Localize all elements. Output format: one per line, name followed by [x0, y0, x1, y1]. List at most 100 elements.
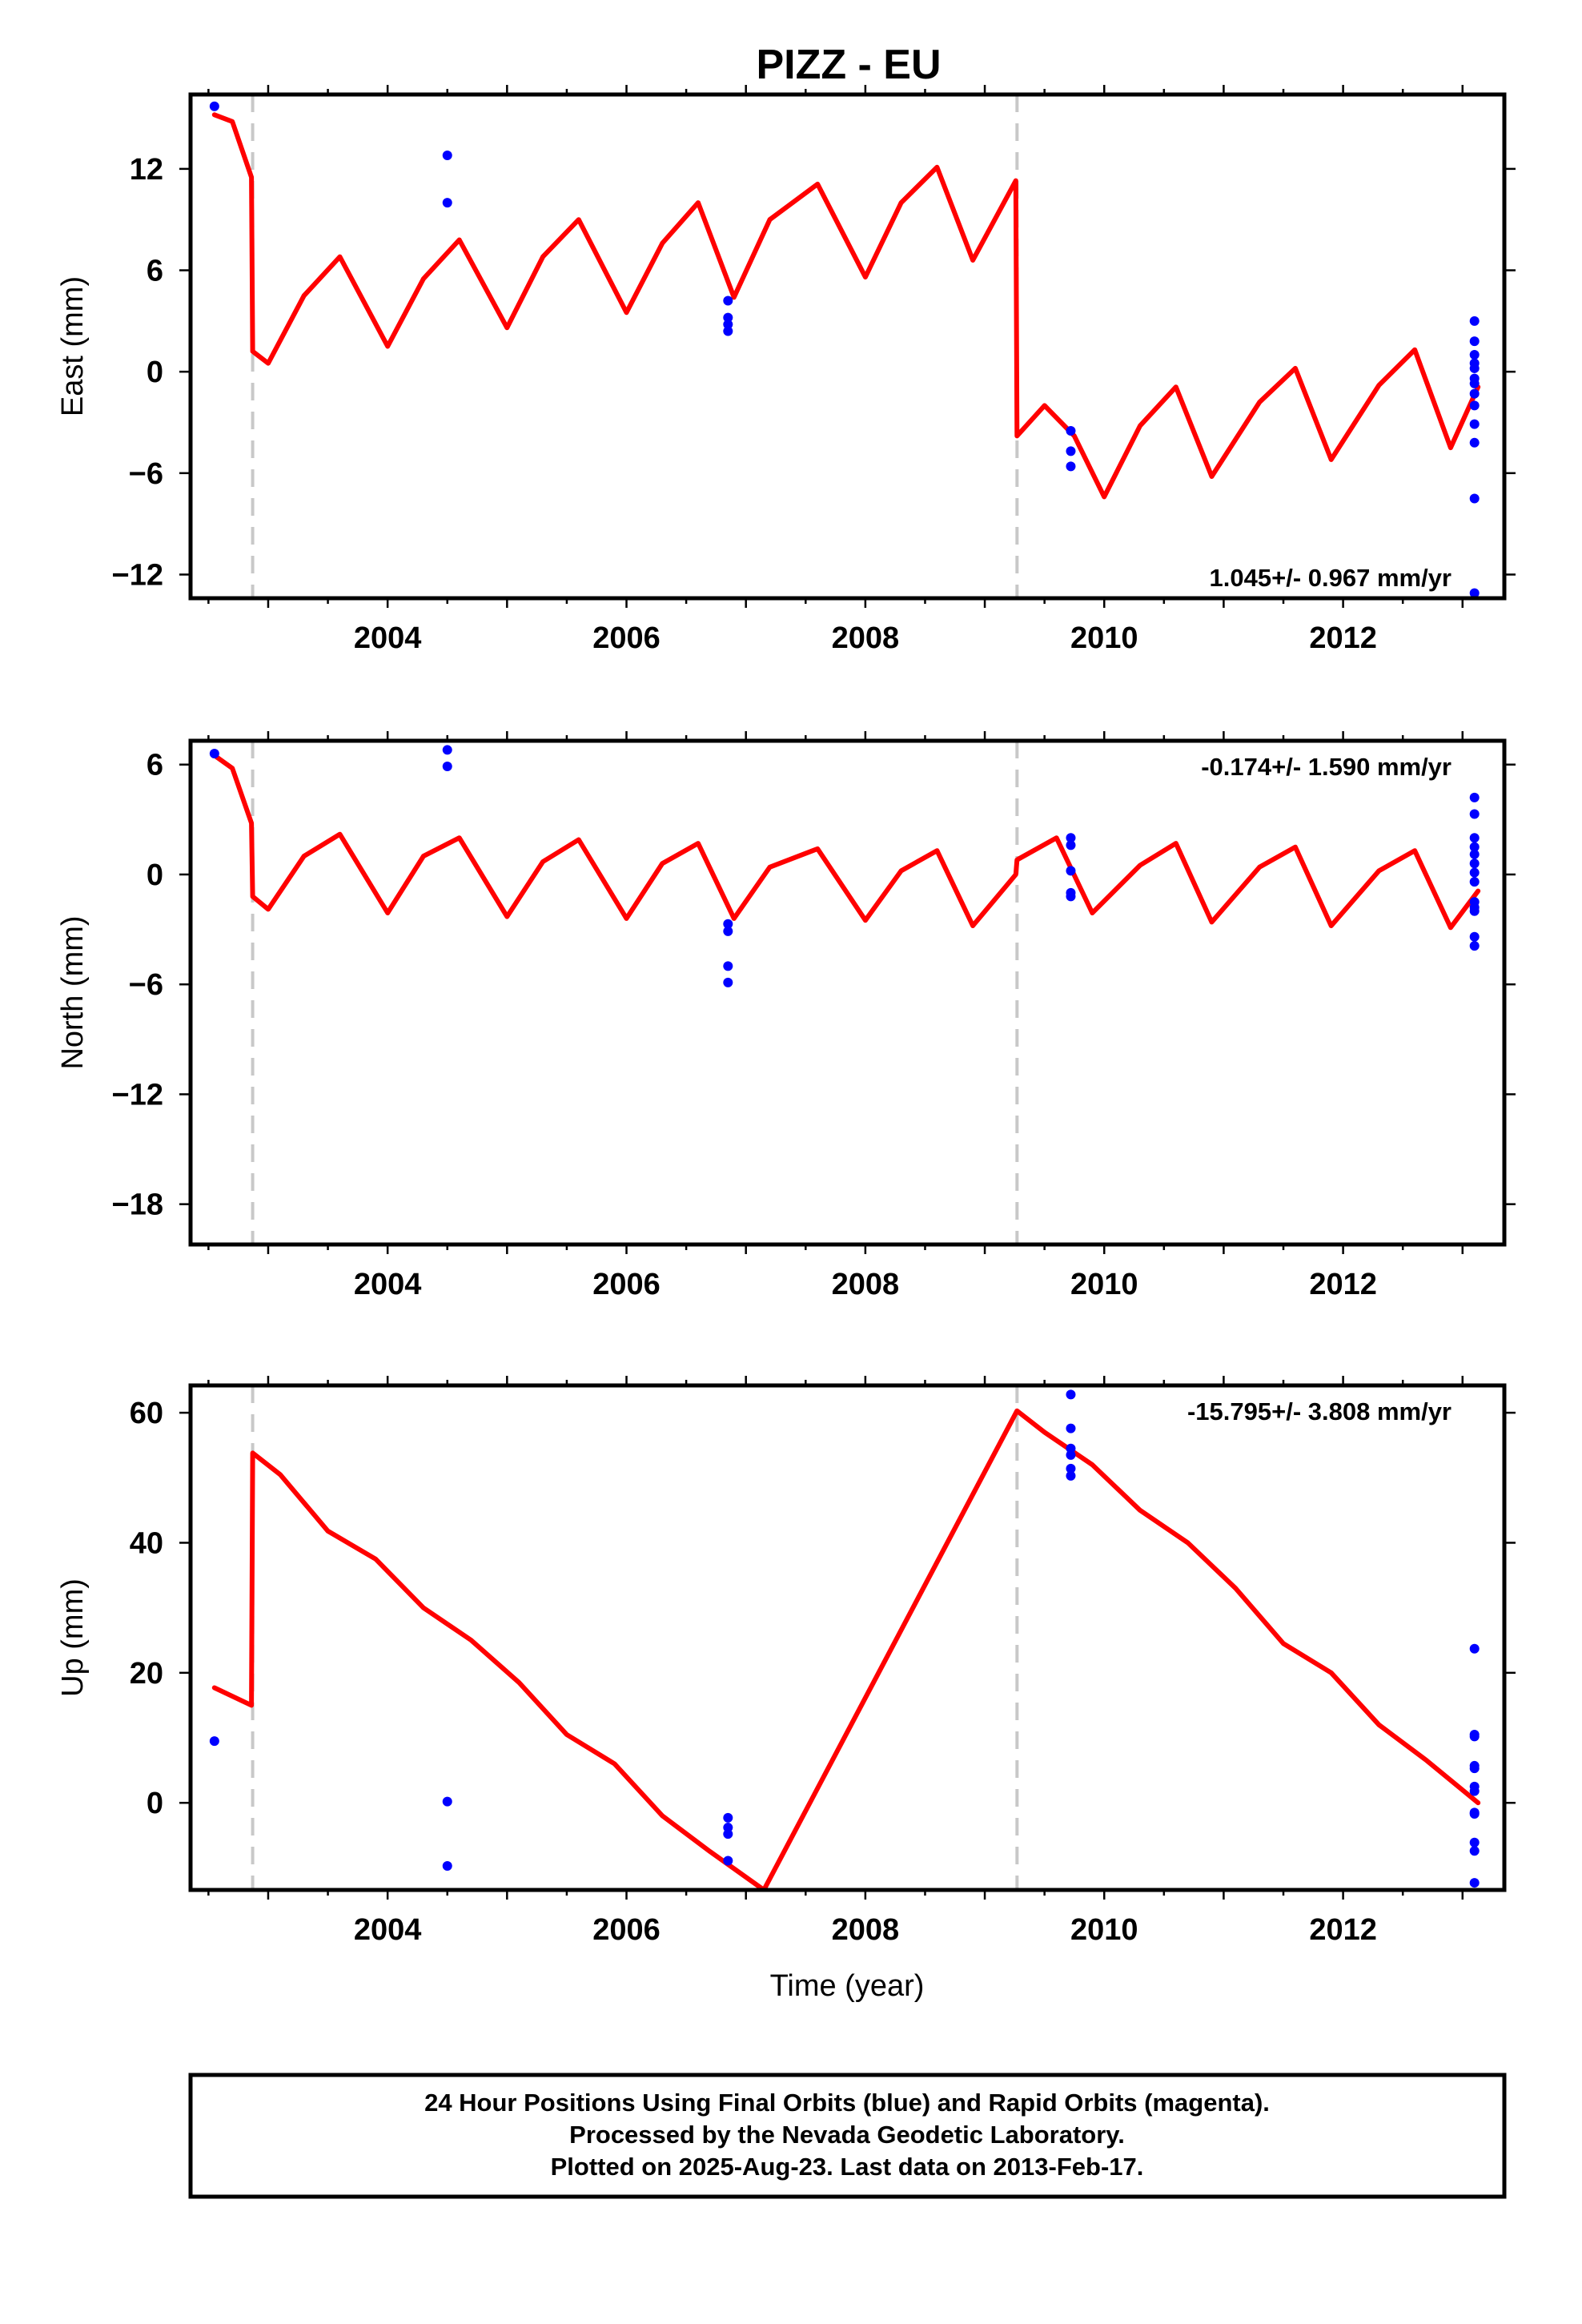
east-y-axis-label: East (mm): [56, 276, 90, 416]
up-observation-point: [723, 1856, 733, 1866]
east-observation-point: [1469, 588, 1480, 598]
east-x-tick-label: 2010: [1070, 621, 1138, 655]
north-y-tick-label: −18: [112, 1188, 163, 1222]
east-y-tick-label: 0: [147, 356, 163, 389]
up-observation-point: [1066, 1470, 1076, 1481]
east-observation-point: [1469, 437, 1480, 448]
north-model-line: [211, 753, 1481, 931]
north-x-tick-label: 2004: [354, 1268, 422, 1301]
east-observation-point: [1066, 446, 1076, 456]
north-plot-area: [209, 741, 1481, 1244]
up-plot-area: [209, 1385, 1481, 1890]
north-observation-point: [1066, 833, 1076, 843]
north-x-tick-label: 2012: [1309, 1268, 1377, 1301]
east-model-line: [211, 112, 1481, 500]
panel-east: 12 6 0 −6 −12 2004 2006 2008 2010 2012 East (mm) 1.…: [56, 85, 1516, 655]
up-x-tick-label: 2010: [1070, 1913, 1138, 1947]
north-x-tick-label: 2010: [1070, 1268, 1138, 1301]
north-observation-point: [723, 926, 733, 936]
up-observation-point: [1066, 1423, 1076, 1433]
north-observation-point: [723, 919, 733, 929]
north-observation-point: [209, 749, 219, 759]
up-x-tick-label: 2008: [832, 1913, 900, 1947]
north-x-tick-label: 2008: [832, 1268, 900, 1301]
east-frame: [188, 92, 1507, 601]
north-observation-point: [1066, 891, 1076, 902]
east-observation-point: [1469, 493, 1480, 504]
north-observation-point: [1469, 792, 1480, 802]
up-observation-point: [1066, 1449, 1076, 1460]
caption-line-2: Processed by the Nevada Geodetic Laborat…: [569, 2121, 1125, 2149]
east-observation-point: [1469, 316, 1480, 326]
panel-north: 6 0 −6 −12 −18 2004 2006 2008 2010 2012 North (mm)…: [56, 731, 1516, 1301]
up-observation-point: [1469, 1786, 1480, 1796]
north-observation-point: [1469, 877, 1480, 887]
east-observation-point: [442, 198, 452, 208]
up-frame: [188, 1383, 1507, 1892]
up-observation-point: [723, 1829, 733, 1839]
up-observation-point: [442, 1860, 452, 1871]
caption-frame: [188, 2073, 1507, 2199]
north-observation-point: [1469, 941, 1480, 951]
north-observation-point: [723, 977, 733, 987]
up-y-tick-label: 60: [130, 1397, 163, 1430]
up-observation-point: [1066, 1389, 1076, 1400]
north-rate-annotation: -0.174+/- 1.590 mm/yr: [1201, 753, 1452, 781]
up-observation-point: [1066, 1463, 1076, 1474]
caption-line-3: Plotted on 2025-Aug-23. Last data on 201…: [551, 2153, 1144, 2181]
north-observation-point: [442, 762, 452, 772]
up-model-line: [211, 1408, 1481, 1890]
north-observation-point: [1469, 858, 1480, 869]
up-observation-point: [1469, 1809, 1480, 1819]
east-observation-point: [1469, 378, 1480, 388]
east-observation-point: [723, 312, 733, 323]
east-observation-point: [1469, 419, 1480, 429]
up-observation-point: [1469, 1846, 1480, 1856]
east-observation-point: [1469, 336, 1480, 347]
north-observation-point: [1469, 906, 1480, 916]
east-rate-annotation: 1.045+/- 0.967 mm/yr: [1210, 564, 1452, 592]
north-y-axis-label: North (mm): [56, 915, 90, 1069]
up-y-tick-label: 20: [130, 1657, 163, 1691]
east-observation-point: [1066, 426, 1076, 436]
east-x-tick-label: 2004: [354, 621, 422, 655]
east-y-tick-label: 12: [130, 153, 163, 187]
north-observation-point: [1469, 849, 1480, 859]
up-observation-point: [1469, 1763, 1480, 1774]
north-observation-point: [723, 961, 733, 971]
north-observation-point: [1469, 842, 1480, 852]
up-observation-point: [1469, 1878, 1480, 1888]
up-y-tick-label: 40: [130, 1526, 163, 1560]
east-y-tick-label: −6: [129, 457, 163, 491]
north-observation-point: [1469, 867, 1480, 878]
east-x-tick-label: 2012: [1309, 621, 1377, 655]
north-x-tick-label: 2006: [592, 1268, 661, 1301]
north-y-tick-label: −12: [112, 1078, 163, 1112]
up-observation-point: [442, 1796, 452, 1807]
north-y-tick-label: −6: [129, 968, 163, 1002]
east-plot-area: [209, 94, 1481, 598]
north-observation-point: [1469, 833, 1480, 843]
east-x-tick-label: 2006: [592, 621, 661, 655]
chart-title: PIZZ - EU: [756, 42, 941, 88]
east-observation-point: [442, 150, 452, 160]
up-x-tick-label: 2006: [592, 1913, 661, 1947]
north-y-tick-label: 6: [147, 749, 163, 782]
up-observation-point: [1469, 1837, 1480, 1848]
up-rate-annotation: -15.795+/- 3.808 mm/yr: [1187, 1397, 1452, 1425]
x-axis-label: Time (year): [770, 1969, 925, 2003]
east-observation-point: [723, 326, 733, 336]
east-observation-point: [209, 101, 219, 111]
north-observation-point: [1469, 931, 1480, 942]
north-observation-point: [1066, 840, 1076, 850]
east-observation-point: [1469, 388, 1480, 399]
up-observation-point: [1469, 1643, 1480, 1654]
east-observation-point: [1469, 363, 1480, 373]
east-y-tick-label: −12: [112, 558, 163, 592]
up-y-axis-label: Up (mm): [56, 1578, 90, 1697]
east-observation-point: [723, 296, 733, 306]
caption-line-1: 24 Hour Positions Using Final Orbits (bl…: [424, 2089, 1270, 2117]
up-observation-point: [1469, 1731, 1480, 1742]
